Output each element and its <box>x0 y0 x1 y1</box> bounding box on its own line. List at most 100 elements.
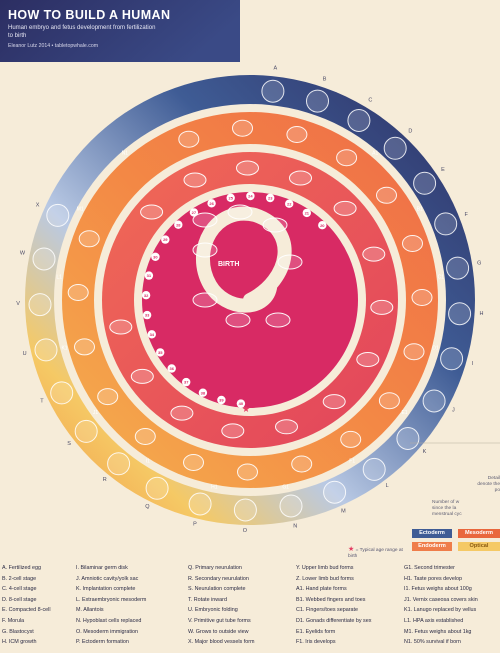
typical-age-text: = Typical age range at birth <box>348 548 403 559</box>
key-item: N1. 50% survival if born <box>404 639 461 646</box>
embryo-figure <box>78 230 100 248</box>
outer-ring-letter: W <box>20 251 26 257</box>
week-dot <box>182 377 191 387</box>
fetus-figure <box>262 217 288 233</box>
embryo-figure <box>237 463 258 481</box>
embryo-figure <box>97 388 119 406</box>
outer-ring-letter: T <box>40 399 44 405</box>
week-dot <box>189 208 199 217</box>
week-dot <box>285 199 294 208</box>
outer-ring-letter: O <box>243 528 248 534</box>
page-title: HOW TO BUILD A HUMAN <box>8 8 171 22</box>
legend-endoderm: Endoderm <box>412 542 452 551</box>
middle-ring-label: B1 <box>417 206 423 212</box>
outer-ring-letter: R <box>103 477 107 483</box>
middle-ring-embryos <box>67 119 433 481</box>
week-number-marks: 40 39 38 37 36 35 34 33 32 31 30 29 28 27 26 25 24 23 22 21… <box>141 191 327 415</box>
header-banner <box>0 0 240 62</box>
key-item: T. Rotate inward <box>188 596 227 603</box>
embryo-cell <box>28 293 52 317</box>
key-item: C. 4-cell stage <box>2 586 37 593</box>
embryo-cell <box>34 338 58 362</box>
week-number: 36 <box>169 366 174 371</box>
embryo-cell <box>107 452 131 476</box>
fetus-figure <box>140 204 164 220</box>
middle-ring-label: J1 <box>93 410 99 416</box>
key-item: W. Grows to outside view <box>188 628 249 635</box>
week-number: 39 <box>219 398 224 403</box>
embryo-cell <box>448 302 472 326</box>
week-dot <box>174 220 183 229</box>
week-number: 31 <box>147 273 152 278</box>
fetus-figure <box>236 160 259 176</box>
week-number: 28 <box>176 222 181 227</box>
embryo-cell <box>46 203 70 227</box>
middle-ring-label: E1 <box>401 410 407 416</box>
outer-ring-letter: H <box>480 311 484 317</box>
key-item: A1. Hand plate forms <box>296 586 347 593</box>
week-number: 25 <box>228 195 233 200</box>
detail-note-line: po <box>494 488 500 493</box>
key-item: D1. Gonads differentiate by sex <box>296 618 372 624</box>
key-item: P. Ectoderm formation <box>76 639 129 646</box>
fetus-figure <box>333 200 357 216</box>
embryo-cell <box>446 256 470 280</box>
detail-note-line: Detail <box>487 476 500 481</box>
embryo-cell <box>279 494 303 518</box>
week-dot <box>147 330 156 339</box>
spiral-tail <box>195 206 292 313</box>
key-item: F1. Iris develops <box>296 639 336 646</box>
outer-ring-letter: A <box>273 65 277 71</box>
key-item: N. Hypoblast cells replaced <box>76 618 142 624</box>
embryo-figure <box>411 289 433 306</box>
outer-ring-letter: C <box>368 98 372 104</box>
outer-ring-letter: E <box>441 167 445 173</box>
outer-ring-embryos <box>28 79 472 522</box>
detail-note: Detail denote the po <box>456 476 500 494</box>
week-number: 38 <box>201 390 206 395</box>
embryo-cell <box>306 89 329 113</box>
week-number: 33 <box>145 313 150 318</box>
embryo-figure <box>340 430 362 448</box>
birth-label: BIRTH <box>218 261 239 268</box>
embryo-cell <box>145 476 169 500</box>
fetus-figure <box>370 299 394 315</box>
key-item: H. ICM growth <box>2 639 37 646</box>
week-dot <box>246 191 255 201</box>
fetus-figure <box>225 312 251 328</box>
middle-ring-label: K1 <box>61 346 67 352</box>
key-item: S. Neurulation complete <box>188 586 246 593</box>
weeks-note: Number of w since the la menstrual cyc <box>432 500 500 518</box>
legend-ectoderm: Ectoderm <box>412 529 452 538</box>
key-item: U. Embryonic folding <box>188 607 238 614</box>
week-dot <box>217 395 226 405</box>
week-dot <box>144 271 154 280</box>
week-number: 27 <box>192 210 197 215</box>
week-number: 29 <box>163 237 168 242</box>
week-dot <box>156 348 165 357</box>
embryo-cell <box>434 212 458 236</box>
fetus-figure <box>356 352 380 367</box>
week-number: 23 <box>268 196 273 201</box>
outer-ring-letter: L <box>386 483 389 489</box>
middle-ring-labels: A1 B1 C1 D1 E1 F1 G1 H1 I1 J1 K1 L1 M1 N1 <box>56 151 444 491</box>
embryo-cell <box>347 109 371 132</box>
week-number: 20 <box>320 223 325 228</box>
key-item: J. Amniotic cavity/yolk sac <box>76 575 139 582</box>
week-dot <box>142 310 152 320</box>
embryo-cell <box>233 498 257 522</box>
legend-mesoderm: Mesoderm <box>458 529 500 538</box>
outer-ring-letter: M <box>341 508 346 514</box>
outer-ring-letter: D <box>408 128 412 134</box>
key-item: H1. Taste pores develop <box>404 575 463 582</box>
key-item: L1. HPA axis established <box>404 618 464 624</box>
embryo-cell <box>32 247 56 271</box>
key-item: B. 2-cell stage <box>2 575 37 582</box>
embryo-figure <box>232 119 253 137</box>
detail-note-line: denote the <box>477 482 500 487</box>
fetus-figure <box>362 246 386 262</box>
embryo-figure <box>183 454 204 471</box>
fetus-figure <box>109 319 133 335</box>
outer-ring-letter: B <box>323 76 327 82</box>
